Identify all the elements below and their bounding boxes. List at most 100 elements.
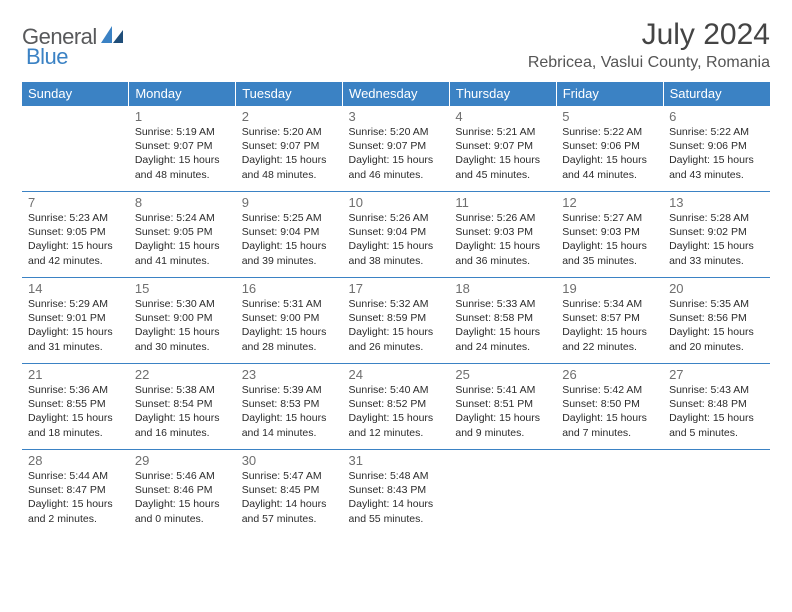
daylight-line: Daylight: 14 hours and 57 minutes. [242, 497, 337, 525]
day-number: 20 [669, 281, 764, 296]
title-block: July 2024 Rebricea, Vaslui County, Roman… [528, 18, 770, 72]
calendar-body: 1Sunrise: 5:19 AMSunset: 9:07 PMDaylight… [22, 106, 770, 536]
sunset-line: Sunset: 9:02 PM [669, 225, 764, 239]
sunset-line: Sunset: 9:03 PM [562, 225, 657, 239]
sunset-line: Sunset: 9:00 PM [135, 311, 230, 325]
day-number: 19 [562, 281, 657, 296]
sunrise-line: Sunrise: 5:41 AM [455, 383, 550, 397]
day-number: 5 [562, 109, 657, 124]
calendar-cell: 5Sunrise: 5:22 AMSunset: 9:06 PMDaylight… [556, 106, 663, 192]
sunrise-line: Sunrise: 5:20 AM [242, 125, 337, 139]
sunrise-line: Sunrise: 5:26 AM [349, 211, 444, 225]
calendar-cell: 3Sunrise: 5:20 AMSunset: 9:07 PMDaylight… [343, 106, 450, 192]
daylight-line: Daylight: 15 hours and 7 minutes. [562, 411, 657, 439]
daylight-line: Daylight: 15 hours and 20 minutes. [669, 325, 764, 353]
sunset-line: Sunset: 9:00 PM [242, 311, 337, 325]
calendar-cell: 14Sunrise: 5:29 AMSunset: 9:01 PMDayligh… [22, 278, 129, 364]
sunset-line: Sunset: 9:06 PM [669, 139, 764, 153]
sunset-line: Sunset: 9:07 PM [455, 139, 550, 153]
day-number: 29 [135, 453, 230, 468]
calendar-cell: 9Sunrise: 5:25 AMSunset: 9:04 PMDaylight… [236, 192, 343, 278]
daylight-line: Daylight: 14 hours and 55 minutes. [349, 497, 444, 525]
sunset-line: Sunset: 9:05 PM [28, 225, 123, 239]
daylight-line: Daylight: 15 hours and 48 minutes. [242, 153, 337, 181]
sunrise-line: Sunrise: 5:25 AM [242, 211, 337, 225]
calendar-cell: 24Sunrise: 5:40 AMSunset: 8:52 PMDayligh… [343, 364, 450, 450]
month-title: July 2024 [528, 18, 770, 52]
calendar-cell: 11Sunrise: 5:26 AMSunset: 9:03 PMDayligh… [449, 192, 556, 278]
sunset-line: Sunset: 8:43 PM [349, 483, 444, 497]
day-number: 26 [562, 367, 657, 382]
daylight-line: Daylight: 15 hours and 43 minutes. [669, 153, 764, 181]
sunset-line: Sunset: 9:07 PM [349, 139, 444, 153]
weekday-header: Wednesday [343, 82, 450, 106]
calendar-cell: 7Sunrise: 5:23 AMSunset: 9:05 PMDaylight… [22, 192, 129, 278]
day-number: 23 [242, 367, 337, 382]
sunset-line: Sunset: 8:56 PM [669, 311, 764, 325]
header: General July 2024 Rebricea, Vaslui Count… [22, 18, 770, 72]
sunrise-line: Sunrise: 5:35 AM [669, 297, 764, 311]
daylight-line: Daylight: 15 hours and 5 minutes. [669, 411, 764, 439]
sunrise-line: Sunrise: 5:22 AM [669, 125, 764, 139]
calendar-cell: 22Sunrise: 5:38 AMSunset: 8:54 PMDayligh… [129, 364, 236, 450]
daylight-line: Daylight: 15 hours and 2 minutes. [28, 497, 123, 525]
calendar-cell: 8Sunrise: 5:24 AMSunset: 9:05 PMDaylight… [129, 192, 236, 278]
calendar-cell: 15Sunrise: 5:30 AMSunset: 9:00 PMDayligh… [129, 278, 236, 364]
logo-sail-icon [101, 26, 123, 49]
sunrise-line: Sunrise: 5:33 AM [455, 297, 550, 311]
calendar-cell: 1Sunrise: 5:19 AMSunset: 9:07 PMDaylight… [129, 106, 236, 192]
sunrise-line: Sunrise: 5:38 AM [135, 383, 230, 397]
day-number: 14 [28, 281, 123, 296]
weekday-header: Friday [556, 82, 663, 106]
calendar-cell: 19Sunrise: 5:34 AMSunset: 8:57 PMDayligh… [556, 278, 663, 364]
day-number: 27 [669, 367, 764, 382]
day-number: 13 [669, 195, 764, 210]
daylight-line: Daylight: 15 hours and 22 minutes. [562, 325, 657, 353]
calendar-cell: 30Sunrise: 5:47 AMSunset: 8:45 PMDayligh… [236, 450, 343, 536]
location-label: Rebricea, Vaslui County, Romania [528, 54, 770, 72]
sunset-line: Sunset: 9:05 PM [135, 225, 230, 239]
sunrise-line: Sunrise: 5:21 AM [455, 125, 550, 139]
daylight-line: Daylight: 15 hours and 42 minutes. [28, 239, 123, 267]
sunrise-line: Sunrise: 5:20 AM [349, 125, 444, 139]
daylight-line: Daylight: 15 hours and 24 minutes. [455, 325, 550, 353]
daylight-line: Daylight: 15 hours and 28 minutes. [242, 325, 337, 353]
sunset-line: Sunset: 9:07 PM [135, 139, 230, 153]
sunrise-line: Sunrise: 5:27 AM [562, 211, 657, 225]
day-number: 1 [135, 109, 230, 124]
sunset-line: Sunset: 8:52 PM [349, 397, 444, 411]
sunset-line: Sunset: 9:04 PM [349, 225, 444, 239]
day-number: 2 [242, 109, 337, 124]
sunrise-line: Sunrise: 5:23 AM [28, 211, 123, 225]
daylight-line: Daylight: 15 hours and 45 minutes. [455, 153, 550, 181]
calendar-cell: 2Sunrise: 5:20 AMSunset: 9:07 PMDaylight… [236, 106, 343, 192]
calendar-cell [663, 450, 770, 536]
day-number: 12 [562, 195, 657, 210]
sunset-line: Sunset: 8:57 PM [562, 311, 657, 325]
sunrise-line: Sunrise: 5:36 AM [28, 383, 123, 397]
calendar-cell: 16Sunrise: 5:31 AMSunset: 9:00 PMDayligh… [236, 278, 343, 364]
day-number: 3 [349, 109, 444, 124]
calendar-cell: 21Sunrise: 5:36 AMSunset: 8:55 PMDayligh… [22, 364, 129, 450]
sunset-line: Sunset: 8:55 PM [28, 397, 123, 411]
calendar-cell: 28Sunrise: 5:44 AMSunset: 8:47 PMDayligh… [22, 450, 129, 536]
calendar-cell: 17Sunrise: 5:32 AMSunset: 8:59 PMDayligh… [343, 278, 450, 364]
sunrise-line: Sunrise: 5:39 AM [242, 383, 337, 397]
calendar-cell: 31Sunrise: 5:48 AMSunset: 8:43 PMDayligh… [343, 450, 450, 536]
day-number: 4 [455, 109, 550, 124]
sunrise-line: Sunrise: 5:46 AM [135, 469, 230, 483]
calendar-cell [22, 106, 129, 192]
sunset-line: Sunset: 9:07 PM [242, 139, 337, 153]
daylight-line: Daylight: 15 hours and 14 minutes. [242, 411, 337, 439]
day-number: 21 [28, 367, 123, 382]
day-number: 7 [28, 195, 123, 210]
sunset-line: Sunset: 9:04 PM [242, 225, 337, 239]
day-number: 30 [242, 453, 337, 468]
day-number: 22 [135, 367, 230, 382]
daylight-line: Daylight: 15 hours and 41 minutes. [135, 239, 230, 267]
day-number: 25 [455, 367, 550, 382]
daylight-line: Daylight: 15 hours and 39 minutes. [242, 239, 337, 267]
sunset-line: Sunset: 8:46 PM [135, 483, 230, 497]
day-number: 11 [455, 195, 550, 210]
sunrise-line: Sunrise: 5:31 AM [242, 297, 337, 311]
